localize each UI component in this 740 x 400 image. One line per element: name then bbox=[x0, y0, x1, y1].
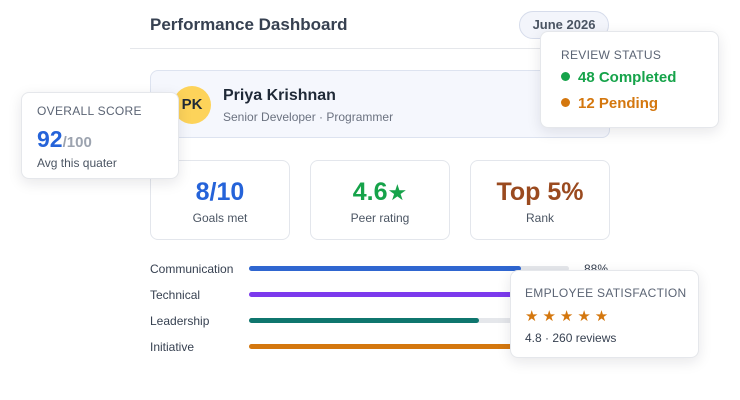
star-icon: ★ bbox=[387, 180, 408, 205]
overall-score-card: OVERALL SCORE 92/100 Avg this quater bbox=[21, 92, 179, 179]
rank-value: Top 5% bbox=[496, 178, 584, 206]
goals-met-value: 8/10 bbox=[195, 178, 245, 206]
satisfaction-subtext: 4.8 · 260 reviews bbox=[525, 331, 617, 345]
completed-dot-icon bbox=[561, 72, 570, 81]
skill-label-technical: Technical bbox=[150, 288, 201, 302]
star-rating-icon: ★★★★★ bbox=[525, 308, 613, 325]
profile-card: PK Priya Krishnan Senior Developer · Pro… bbox=[150, 70, 610, 138]
overall-score-denominator: /100 bbox=[62, 134, 92, 151]
skill-bar-communication bbox=[249, 266, 569, 271]
peer-rating-value: 4.6 bbox=[352, 178, 388, 206]
completed-row: 48 Completed bbox=[561, 69, 676, 86]
skill-fill-communication bbox=[249, 266, 521, 271]
skill-fill-leadership bbox=[249, 318, 480, 323]
goals-met-card: 8/10 Goals met bbox=[150, 160, 290, 240]
employee-name: Priya Krishnan bbox=[223, 87, 336, 104]
peer-rating-label: Peer rating bbox=[350, 211, 410, 225]
skill-fill-technical bbox=[249, 292, 544, 297]
skill-label-leadership: Leadership bbox=[150, 314, 210, 328]
employee-role: Senior Developer · Programmer bbox=[223, 110, 394, 124]
review-status-card: REVIEW STATUS 48 Completed 12 Pending bbox=[540, 31, 719, 128]
goals-met-label: Goals met bbox=[192, 211, 248, 225]
skill-bar-technical bbox=[249, 292, 569, 297]
peer-rating-value-row: 4.6★ bbox=[311, 178, 449, 207]
rank-card: Top 5% Rank bbox=[470, 160, 610, 240]
skill-bar-initiative bbox=[249, 344, 569, 349]
skill-label-initiative: Initiative bbox=[150, 340, 195, 354]
overall-score-subtext: Avg this quater bbox=[37, 156, 117, 170]
satisfaction-heading: EMPLOYEE SATISFACTION bbox=[525, 286, 687, 300]
avatar: PK bbox=[173, 86, 211, 124]
skill-fill-initiative bbox=[249, 344, 531, 349]
overall-score-value-row: 92/100 bbox=[37, 126, 92, 153]
skill-label-communication: Communication bbox=[150, 262, 234, 276]
pending-count: 12 Pending bbox=[578, 95, 659, 112]
skill-bar-leadership bbox=[249, 318, 569, 323]
peer-rating-card: 4.6★ Peer rating bbox=[310, 160, 450, 240]
rank-label: Rank bbox=[525, 211, 554, 225]
review-status-heading: REVIEW STATUS bbox=[561, 48, 662, 62]
employee-satisfaction-card: EMPLOYEE SATISFACTION ★★★★★ 4.8 · 260 re… bbox=[510, 270, 699, 358]
overall-score-value: 92 bbox=[37, 126, 63, 152]
header-divider bbox=[130, 48, 610, 49]
overall-score-heading: OVERALL SCORE bbox=[37, 104, 142, 118]
completed-count: 48 Completed bbox=[578, 69, 677, 86]
pending-row: 12 Pending bbox=[561, 95, 658, 112]
pending-dot-icon bbox=[561, 98, 570, 107]
page-title: Performance Dashboard bbox=[150, 15, 348, 34]
